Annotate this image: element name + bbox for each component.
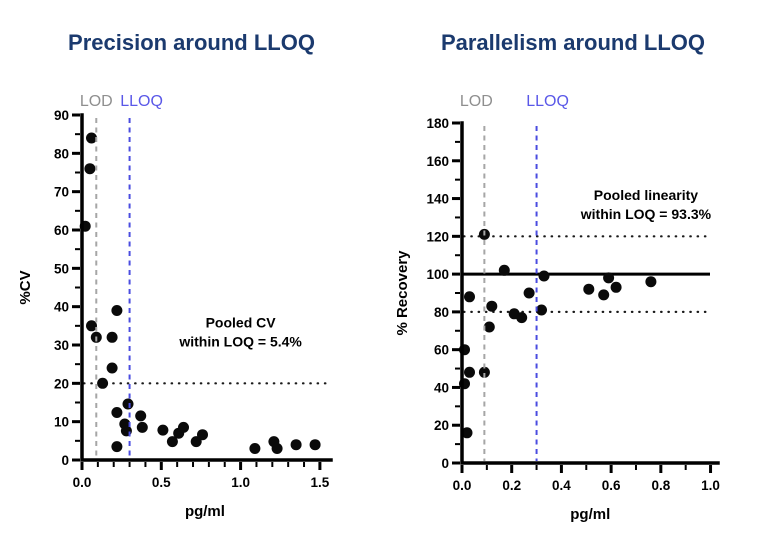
x-axis-label: pg/ml	[570, 506, 610, 523]
y-tick-label: 80	[54, 146, 69, 161]
y-tick-label: 140	[426, 192, 449, 207]
x-tick-label: 0.0	[73, 475, 92, 490]
data-point	[136, 421, 148, 433]
annotation-line: within LOQ = 5.4%	[178, 334, 302, 350]
axes	[460, 121, 720, 465]
annotation-line: within LOQ = 93.3%	[580, 206, 712, 222]
x-tick-label: 1.0	[231, 475, 250, 490]
x-tick-label: 1.5	[311, 475, 330, 490]
y-tick-label: 160	[426, 154, 449, 169]
data-point	[249, 443, 261, 454]
data-point	[461, 427, 473, 439]
y-tick-label: 40	[434, 380, 449, 395]
y-tick-label: 80	[434, 305, 449, 320]
data-point	[166, 436, 178, 448]
data-point	[309, 439, 321, 451]
data-point	[610, 281, 622, 293]
data-point	[86, 320, 97, 332]
data-point	[111, 441, 123, 453]
y-tick-label: 180	[426, 116, 449, 131]
data-point	[122, 398, 134, 410]
x-tick-label: 0.2	[502, 478, 521, 493]
y-axis-label: %CV	[17, 270, 34, 304]
data-point	[106, 331, 118, 343]
annotation-line: Pooled CV	[206, 315, 277, 331]
data-point	[106, 362, 118, 374]
x-tick-label: 0.5	[152, 475, 171, 490]
x-tick-label: 0.4	[552, 478, 571, 493]
data-point	[598, 289, 610, 301]
data-point	[197, 429, 208, 441]
y-axis-label: % Recovery	[394, 250, 411, 336]
y-tick-label: 0	[441, 456, 449, 471]
data-point	[536, 304, 547, 316]
data-point	[523, 287, 535, 299]
data-point	[464, 366, 475, 378]
data-point	[538, 270, 550, 282]
data-point	[157, 424, 169, 436]
data-point	[86, 132, 97, 144]
y-tick-label: 60	[54, 223, 69, 238]
data-point	[135, 410, 147, 422]
y-tick-label: 60	[434, 343, 449, 358]
lod-label: LOD	[460, 93, 493, 110]
data-point	[645, 276, 657, 288]
y-tick-label: 30	[54, 338, 69, 353]
y-tick-label: 100	[426, 267, 449, 282]
data-point	[97, 377, 109, 389]
precision-chart: Precision around LLOQ 0 10 20 30 40 50 60 70 80 9…	[17, 30, 333, 520]
y-tick-label: 90	[54, 108, 69, 123]
annotation-line: Pooled linearity	[594, 187, 698, 203]
data-point	[483, 321, 495, 333]
data-point	[271, 443, 283, 454]
x-tick-label: 0.0	[453, 478, 472, 493]
y-tick-label: 20	[434, 418, 449, 433]
precision-chart-title: Precision around LLOQ	[68, 30, 315, 55]
data-point	[290, 439, 302, 451]
y-tick-label: 70	[54, 185, 69, 200]
data-point	[178, 421, 189, 433]
data-point	[84, 163, 96, 175]
parallelism-chart: Parallelism around LLOQ 0 20 40 60 80 100 120 1…	[383, 0, 763, 534]
y-tick-label: 50	[54, 261, 69, 276]
data-point	[498, 264, 510, 276]
y-tick-label: 40	[54, 300, 69, 315]
lloq-label: LLOQ	[526, 93, 569, 110]
axes	[80, 113, 333, 462]
data-point	[516, 312, 528, 324]
data-point	[478, 366, 490, 378]
data-point	[111, 407, 123, 418]
lloq-label: LLOQ	[120, 93, 163, 110]
parallelism-chart-plot: 0 20 40 60 80 100 120 140 160 180 0.0 0.2 0.4 0.6 0.8 1…	[394, 93, 720, 523]
x-axis-label: pg/ml	[185, 503, 225, 520]
precision-chart-plot: 0 10 20 30 40 50 60 70 80 90 0.0 0.5 1.0 1.5 LOD LLOQ Po…	[17, 93, 333, 520]
data-point	[486, 300, 498, 312]
x-tick-label: 1.0	[701, 478, 720, 493]
lod-label: LOD	[80, 93, 113, 110]
y-tick-label: 20	[54, 376, 69, 391]
data-point	[603, 272, 615, 284]
y-tick-label: 0	[61, 453, 69, 468]
y-tick-label: 10	[54, 415, 69, 430]
data-point	[464, 291, 475, 303]
x-tick-label: 0.6	[602, 478, 621, 493]
data-point	[583, 283, 595, 295]
x-tick-label: 0.8	[651, 478, 670, 493]
y-tick-label: 120	[426, 229, 449, 244]
parallelism-chart-title: Parallelism around LLOQ	[440, 30, 706, 55]
data-point	[111, 305, 123, 316]
